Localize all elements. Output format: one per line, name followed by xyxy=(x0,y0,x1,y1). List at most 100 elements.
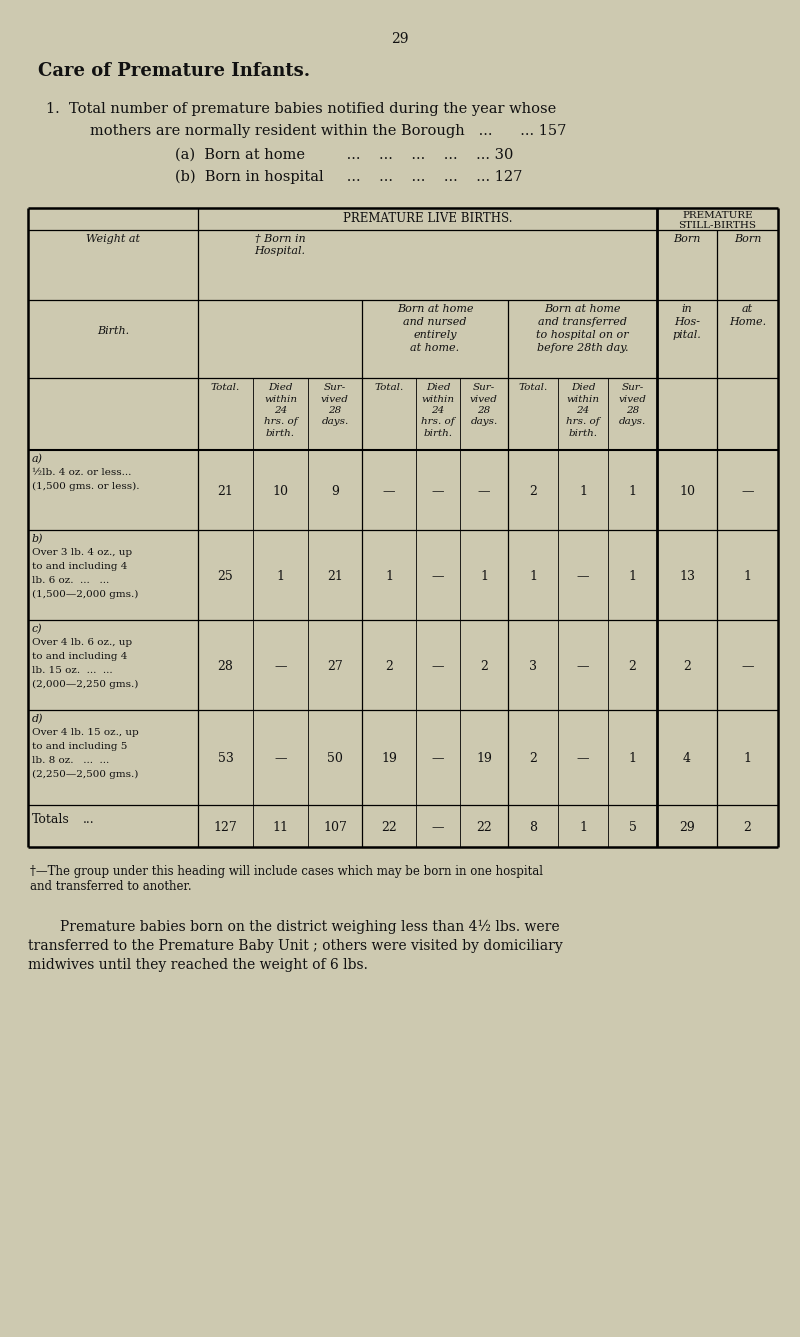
Text: 27: 27 xyxy=(327,660,343,673)
Text: 19: 19 xyxy=(381,753,397,766)
Text: 28: 28 xyxy=(218,660,234,673)
Text: at: at xyxy=(742,303,753,314)
Text: days.: days. xyxy=(619,417,646,427)
Text: within: within xyxy=(422,394,454,404)
Text: —: — xyxy=(478,485,490,497)
Text: mothers are normally resident within the Borough   ...      ... 157: mothers are normally resident within the… xyxy=(90,124,566,138)
Text: 1: 1 xyxy=(579,821,587,834)
Text: 1: 1 xyxy=(743,753,751,766)
Text: transferred to the Premature Baby Unit ; others were visited by domiciliary: transferred to the Premature Baby Unit ;… xyxy=(28,939,562,953)
Text: Born at home: Born at home xyxy=(397,303,474,314)
Text: entirely: entirely xyxy=(414,330,457,340)
Text: within: within xyxy=(566,394,599,404)
Text: 2: 2 xyxy=(385,660,393,673)
Text: 25: 25 xyxy=(218,570,234,583)
Text: (a)  Born at home         ...    ...    ...    ...    ... 30: (a) Born at home ... ... ... ... ... 30 xyxy=(175,148,514,162)
Text: 21: 21 xyxy=(218,485,234,497)
Text: 53: 53 xyxy=(218,753,234,766)
Text: Hos-: Hos- xyxy=(674,317,700,328)
Text: d): d) xyxy=(32,714,43,725)
Text: (2,000—2,250 gms.): (2,000—2,250 gms.) xyxy=(32,681,138,689)
Text: 2: 2 xyxy=(743,821,751,834)
Text: 1: 1 xyxy=(579,485,587,497)
Text: vived: vived xyxy=(470,394,498,404)
Text: and nursed: and nursed xyxy=(403,317,466,328)
Text: within: within xyxy=(264,394,297,404)
Text: Over 3 lb. 4 oz., up: Over 3 lb. 4 oz., up xyxy=(32,548,132,558)
Text: vived: vived xyxy=(618,394,646,404)
Text: Died: Died xyxy=(268,382,293,392)
Text: 1: 1 xyxy=(277,570,285,583)
Text: (b)  Born in hospital     ...    ...    ...    ...    ... 127: (b) Born in hospital ... ... ... ... ...… xyxy=(175,170,522,185)
Text: —: — xyxy=(577,753,590,766)
Text: 24: 24 xyxy=(274,406,287,414)
Text: PREMATURE: PREMATURE xyxy=(682,211,753,221)
Text: —: — xyxy=(432,485,444,497)
Text: Born: Born xyxy=(674,234,701,243)
Text: c): c) xyxy=(32,624,42,634)
Text: Born at home: Born at home xyxy=(544,303,621,314)
Text: Total.: Total. xyxy=(374,382,404,392)
Text: 21: 21 xyxy=(327,570,343,583)
Text: Premature babies born on the district weighing less than 4½ lbs. were: Premature babies born on the district we… xyxy=(60,920,560,935)
Text: lb. 8 oz.   ...  ...: lb. 8 oz. ... ... xyxy=(32,755,110,765)
Text: pital.: pital. xyxy=(673,330,702,340)
Text: —: — xyxy=(274,660,286,673)
Text: 50: 50 xyxy=(327,753,343,766)
Text: 107: 107 xyxy=(323,821,347,834)
Text: 2: 2 xyxy=(480,660,488,673)
Text: Sur-: Sur- xyxy=(473,382,495,392)
Text: 29: 29 xyxy=(391,32,409,45)
Text: Over 4 lb. 15 oz., up: Over 4 lb. 15 oz., up xyxy=(32,729,138,737)
Text: Over 4 lb. 6 oz., up: Over 4 lb. 6 oz., up xyxy=(32,638,132,647)
Text: ½lb. 4 oz. or less...: ½lb. 4 oz. or less... xyxy=(32,468,131,477)
Text: —: — xyxy=(432,821,444,834)
Text: 29: 29 xyxy=(679,821,695,834)
Text: 22: 22 xyxy=(476,821,492,834)
Text: 1: 1 xyxy=(385,570,393,583)
Text: —: — xyxy=(432,660,444,673)
Text: Died: Died xyxy=(426,382,450,392)
Text: 8: 8 xyxy=(529,821,537,834)
Text: —: — xyxy=(432,570,444,583)
Text: (1,500 gms. or less).: (1,500 gms. or less). xyxy=(32,483,139,491)
Text: 1: 1 xyxy=(629,485,637,497)
Text: in: in xyxy=(682,303,692,314)
Text: 2: 2 xyxy=(683,660,691,673)
Text: 5: 5 xyxy=(629,821,637,834)
Text: before 28th day.: before 28th day. xyxy=(537,344,628,353)
Text: to and including 4: to and including 4 xyxy=(32,652,127,660)
Text: 28: 28 xyxy=(478,406,490,414)
Text: 22: 22 xyxy=(381,821,397,834)
Text: days.: days. xyxy=(322,417,349,427)
Text: hrs. of: hrs. of xyxy=(421,417,455,427)
Text: midwives until they reached the weight of 6 lbs.: midwives until they reached the weight o… xyxy=(28,959,368,972)
Text: 10: 10 xyxy=(679,485,695,497)
Text: Home.: Home. xyxy=(729,317,766,328)
Text: Sur-: Sur- xyxy=(622,382,644,392)
Text: 2: 2 xyxy=(529,753,537,766)
Text: 28: 28 xyxy=(626,406,639,414)
Text: —: — xyxy=(577,570,590,583)
Text: Born: Born xyxy=(734,234,761,243)
Text: —: — xyxy=(742,660,754,673)
Text: Totals: Totals xyxy=(32,813,70,826)
Text: 24: 24 xyxy=(576,406,590,414)
Text: a): a) xyxy=(32,455,43,464)
Text: Died: Died xyxy=(570,382,595,392)
Text: 10: 10 xyxy=(273,485,289,497)
Text: 3: 3 xyxy=(529,660,537,673)
Text: 1: 1 xyxy=(529,570,537,583)
Text: 24: 24 xyxy=(431,406,445,414)
Text: —: — xyxy=(577,660,590,673)
Text: 2: 2 xyxy=(529,485,537,497)
Text: hrs. of: hrs. of xyxy=(566,417,600,427)
Text: —: — xyxy=(382,485,395,497)
Text: birth.: birth. xyxy=(569,429,598,439)
Text: —: — xyxy=(742,485,754,497)
Text: (1,500—2,000 gms.): (1,500—2,000 gms.) xyxy=(32,590,138,599)
Text: to hospital on or: to hospital on or xyxy=(536,330,629,340)
Text: 4: 4 xyxy=(683,753,691,766)
Text: Total.: Total. xyxy=(211,382,240,392)
Text: to and including 5: to and including 5 xyxy=(32,742,127,751)
